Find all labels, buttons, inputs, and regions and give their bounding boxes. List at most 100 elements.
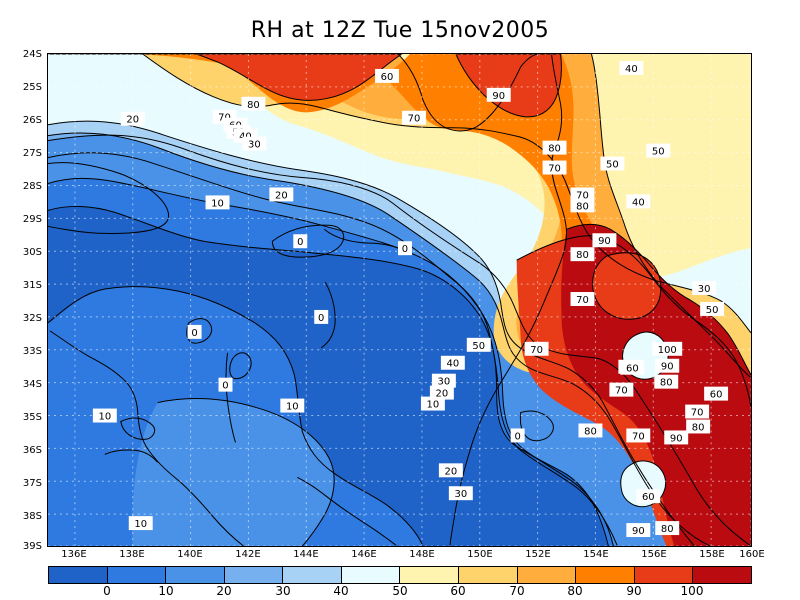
latitude-label: 31S: [22, 280, 42, 291]
svg-text:30: 30: [438, 377, 451, 388]
latitude-label: 34S: [22, 379, 42, 390]
contour-label: 40: [440, 355, 465, 370]
svg-text:90: 90: [670, 433, 683, 444]
colorbar-tick-label: 60: [450, 584, 466, 598]
svg-text:100: 100: [658, 345, 677, 356]
svg-text:80: 80: [576, 201, 589, 212]
svg-text:50: 50: [652, 147, 665, 158]
longitude-label: 144E: [293, 549, 319, 560]
lat-lon-grid: [48, 54, 751, 546]
longitude-label: 158E: [699, 549, 725, 560]
contour-label: 90: [626, 523, 651, 537]
svg-text:20: 20: [436, 389, 449, 400]
svg-text:20: 20: [126, 115, 139, 126]
colorbar-swatch: [459, 567, 518, 583]
contour-label: 30: [431, 373, 456, 388]
svg-text:50: 50: [472, 341, 485, 352]
contour-label: 50: [646, 143, 671, 158]
contour-label: 90: [655, 358, 680, 373]
latitude-label: 27S: [22, 148, 42, 159]
colorbar-tick-label: 30: [275, 584, 291, 598]
relative-humidity-map: 60 90 40 80 70 70 60 50 20 40 30 80 70 5…: [47, 53, 752, 547]
rh-contour-map: 60 90 40 80 70 70 60 50 20 40 30 80 70 5…: [48, 54, 751, 546]
svg-text:10: 10: [98, 412, 111, 423]
contour-label: 20: [429, 385, 454, 400]
longitude-label: 138E: [119, 549, 145, 560]
rh-band-80-90: [103, 54, 751, 546]
contour-label: 90: [592, 233, 617, 247]
svg-text:50: 50: [706, 305, 719, 316]
map-title: RH at 12Z Tue 15nov2005: [250, 18, 550, 43]
longitude-label: 148E: [409, 549, 435, 560]
latitude-label: 25S: [22, 82, 42, 93]
contour-label: 50: [466, 337, 491, 352]
svg-text:80: 80: [660, 378, 673, 389]
latitude-label: 24S: [22, 49, 42, 60]
colorbar-tick-label: 100: [680, 584, 704, 598]
contour-label: 80: [578, 423, 603, 437]
svg-text:70: 70: [691, 408, 704, 419]
latitude-label: 28S: [22, 181, 42, 192]
contour-label: 0: [187, 324, 202, 339]
svg-text:60: 60: [381, 72, 394, 83]
latitude-label: 33S: [22, 346, 42, 357]
svg-text:0: 0: [402, 244, 408, 255]
latitude-label: 35S: [22, 412, 42, 423]
contour-label: 80: [241, 96, 266, 111]
svg-text:90: 90: [632, 526, 645, 537]
svg-text:60: 60: [710, 390, 723, 401]
rh-north-moist-core: [196, 54, 402, 101]
svg-text:10: 10: [211, 198, 224, 209]
contour-label: 20: [438, 463, 463, 477]
svg-text:30: 30: [698, 284, 711, 295]
colorbar-swatch: [107, 567, 167, 583]
rh-southern-drier-patch: [132, 398, 335, 546]
latitude-label: 38S: [22, 511, 42, 522]
contour-label: 80: [686, 419, 711, 433]
svg-text:90: 90: [492, 91, 505, 102]
colorbar-swatch: [576, 567, 635, 583]
svg-text:70: 70: [408, 114, 421, 125]
svg-text:0: 0: [297, 237, 303, 248]
contour-label: 50: [700, 301, 725, 316]
colorbar-tick-label: 0: [103, 584, 111, 598]
latitude-label: 26S: [22, 115, 42, 126]
svg-text:10: 10: [134, 519, 147, 530]
contour-label: 0: [218, 377, 233, 392]
svg-text:80: 80: [247, 100, 260, 111]
colorbar-swatch: [693, 567, 751, 583]
contour-label: 20: [269, 187, 294, 201]
svg-text:50: 50: [606, 160, 619, 171]
contour-label: 70: [542, 160, 567, 175]
colorbar-swatch: [283, 567, 342, 583]
contour-label: 30: [692, 281, 717, 295]
svg-text:20: 20: [445, 466, 458, 477]
longitude-label: 136E: [61, 549, 87, 560]
svg-text:80: 80: [576, 250, 589, 261]
svg-text:80: 80: [548, 144, 561, 155]
colorbar-swatch: [634, 567, 694, 583]
contour-label: 0: [398, 241, 412, 255]
svg-text:70: 70: [615, 386, 628, 397]
colorbar-swatch: [166, 567, 225, 583]
contour-label: 100: [652, 341, 683, 356]
contour-label: 10: [205, 195, 230, 209]
colorbar-tick-label: 20: [216, 584, 232, 598]
svg-text:10: 10: [286, 402, 299, 413]
latitude-label: 30S: [22, 247, 42, 258]
contour-label: 70: [626, 428, 651, 442]
svg-text:70: 70: [632, 431, 645, 442]
rh-local-maximum: [592, 252, 661, 320]
contour-label: 70: [609, 382, 634, 397]
svg-text:80: 80: [692, 422, 705, 433]
contour-lines: [48, 54, 751, 546]
longitude-label: 140E: [177, 549, 203, 560]
contour-label: 40: [619, 60, 644, 75]
latitude-label: 39S: [22, 541, 42, 552]
contour-label: 20: [449, 463, 473, 477]
svg-text:60: 60: [642, 492, 655, 503]
contour-label: 70: [524, 341, 549, 356]
coastline-outline: [49, 54, 568, 546]
svg-text:30: 30: [248, 140, 261, 151]
contour-label: 60: [375, 68, 400, 83]
